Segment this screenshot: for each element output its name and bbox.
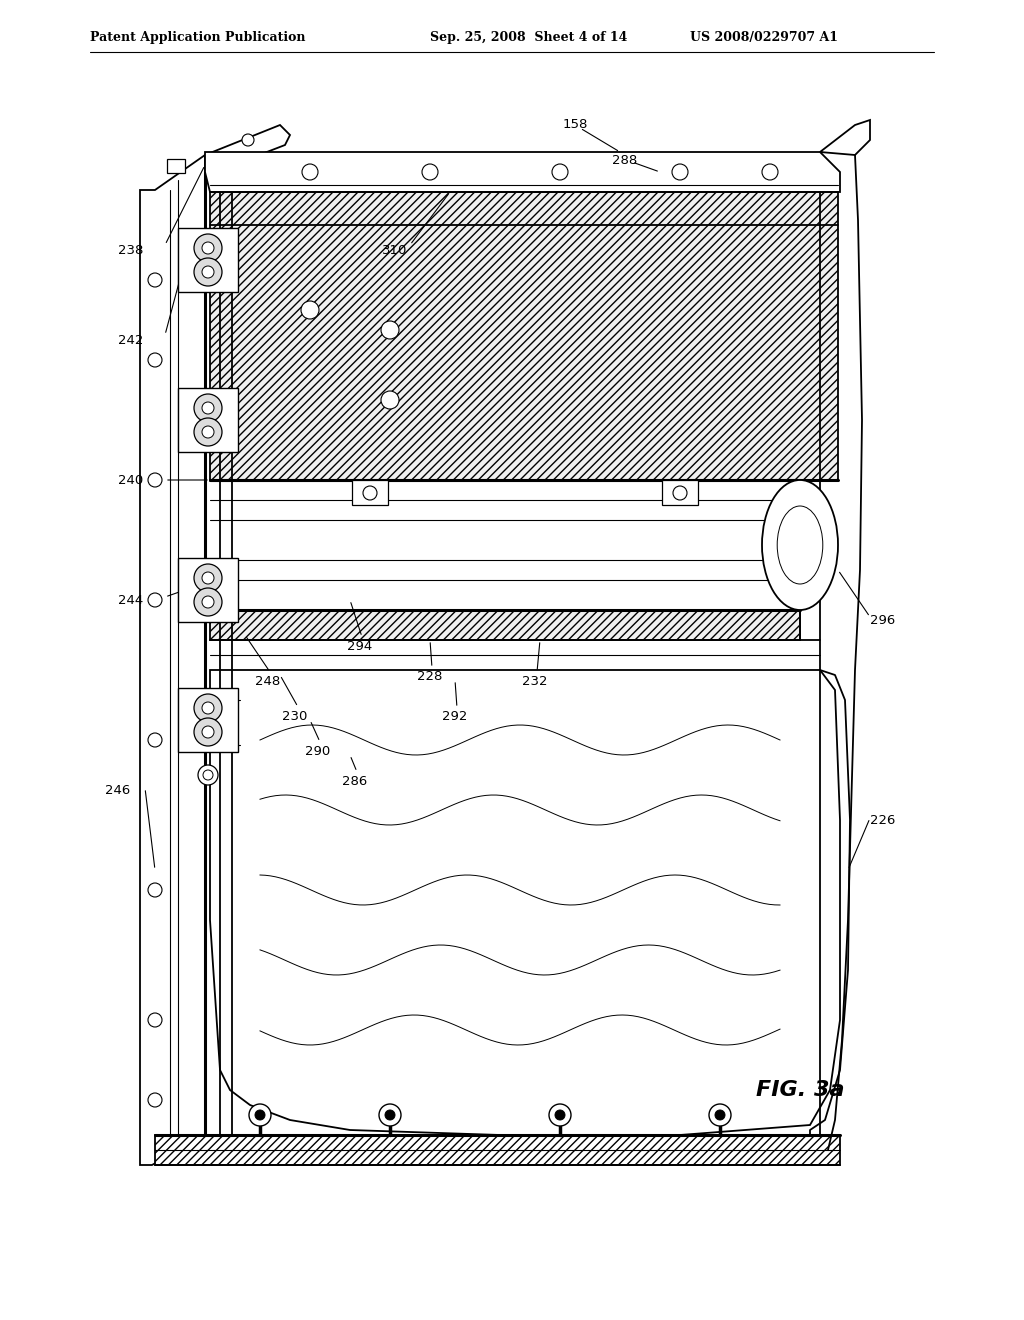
- Circle shape: [202, 267, 214, 279]
- Text: 240: 240: [118, 474, 143, 487]
- Ellipse shape: [777, 506, 823, 583]
- Polygon shape: [210, 671, 840, 1135]
- FancyBboxPatch shape: [178, 228, 238, 292]
- Circle shape: [202, 403, 214, 414]
- Circle shape: [301, 301, 319, 319]
- Circle shape: [194, 257, 222, 286]
- Polygon shape: [352, 480, 388, 506]
- Ellipse shape: [762, 480, 838, 610]
- Circle shape: [255, 1110, 265, 1119]
- Circle shape: [202, 597, 214, 609]
- Text: 226: 226: [870, 813, 895, 826]
- Circle shape: [302, 164, 318, 180]
- Circle shape: [202, 572, 214, 583]
- Circle shape: [422, 164, 438, 180]
- Circle shape: [552, 164, 568, 180]
- Circle shape: [148, 473, 162, 487]
- Polygon shape: [140, 154, 205, 1166]
- Text: FIG. 3a: FIG. 3a: [756, 1080, 844, 1100]
- Circle shape: [549, 1104, 571, 1126]
- FancyBboxPatch shape: [167, 158, 185, 173]
- Circle shape: [202, 702, 214, 714]
- Circle shape: [198, 766, 218, 785]
- Polygon shape: [205, 125, 290, 172]
- Text: 288: 288: [612, 153, 638, 166]
- FancyBboxPatch shape: [178, 688, 238, 752]
- Text: 286: 286: [342, 775, 368, 788]
- Circle shape: [762, 164, 778, 180]
- Text: 248: 248: [255, 675, 281, 688]
- Circle shape: [203, 770, 213, 780]
- Text: 228: 228: [418, 671, 442, 682]
- Polygon shape: [820, 120, 870, 154]
- Circle shape: [385, 1110, 395, 1119]
- Text: Sep. 25, 2008  Sheet 4 of 14: Sep. 25, 2008 Sheet 4 of 14: [430, 32, 628, 45]
- Text: 158: 158: [562, 119, 588, 132]
- Circle shape: [194, 234, 222, 261]
- Circle shape: [194, 564, 222, 591]
- Circle shape: [202, 242, 214, 253]
- Text: Patent Application Publication: Patent Application Publication: [90, 32, 305, 45]
- Text: 230: 230: [283, 710, 307, 723]
- Circle shape: [715, 1110, 725, 1119]
- Polygon shape: [662, 480, 698, 506]
- Text: 292: 292: [442, 710, 468, 723]
- Polygon shape: [210, 191, 838, 480]
- Text: 232: 232: [522, 675, 548, 688]
- Text: 310: 310: [382, 243, 408, 256]
- Circle shape: [362, 486, 377, 500]
- Circle shape: [148, 733, 162, 747]
- Circle shape: [249, 1104, 271, 1126]
- Circle shape: [194, 418, 222, 446]
- Text: 246: 246: [104, 784, 130, 796]
- Circle shape: [672, 164, 688, 180]
- Circle shape: [148, 1093, 162, 1107]
- Text: 242: 242: [118, 334, 143, 346]
- Circle shape: [381, 391, 399, 409]
- Polygon shape: [155, 1135, 840, 1166]
- Polygon shape: [210, 610, 800, 640]
- Text: 290: 290: [305, 744, 331, 758]
- Text: 294: 294: [347, 640, 373, 653]
- Circle shape: [194, 694, 222, 722]
- Circle shape: [673, 486, 687, 500]
- FancyBboxPatch shape: [178, 558, 238, 622]
- Circle shape: [709, 1104, 731, 1126]
- Circle shape: [202, 726, 214, 738]
- Circle shape: [148, 352, 162, 367]
- Text: 238: 238: [118, 243, 143, 256]
- Text: 296: 296: [870, 614, 895, 627]
- Circle shape: [148, 1012, 162, 1027]
- FancyBboxPatch shape: [178, 388, 238, 451]
- Circle shape: [202, 426, 214, 438]
- Circle shape: [194, 718, 222, 746]
- Circle shape: [148, 883, 162, 898]
- Circle shape: [148, 593, 162, 607]
- Circle shape: [194, 393, 222, 422]
- Text: US 2008/0229707 A1: US 2008/0229707 A1: [690, 32, 838, 45]
- Polygon shape: [205, 152, 840, 191]
- Circle shape: [381, 321, 399, 339]
- Circle shape: [242, 135, 254, 147]
- Circle shape: [148, 273, 162, 286]
- Text: 244: 244: [118, 594, 143, 606]
- Circle shape: [555, 1110, 565, 1119]
- Circle shape: [379, 1104, 401, 1126]
- Circle shape: [194, 587, 222, 616]
